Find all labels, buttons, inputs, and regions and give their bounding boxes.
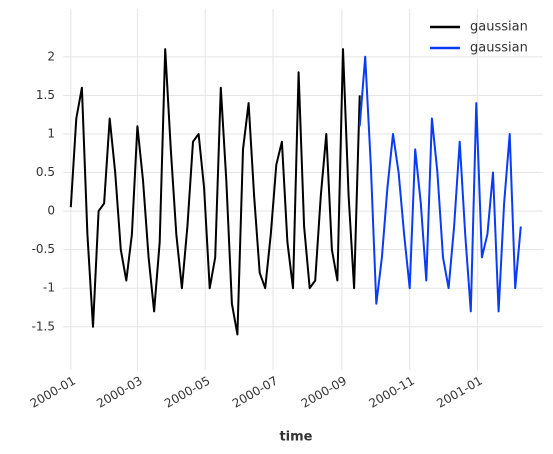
x-tick-label: 2000-09 <box>299 374 349 411</box>
y-tick-label: -1.5 <box>32 319 55 333</box>
x-tick-label: 2001-01 <box>434 374 484 411</box>
x-tick-label: 2000-11 <box>366 374 416 411</box>
x-tick-label: 2000-07 <box>230 374 280 411</box>
y-tick-label: -1 <box>43 281 55 295</box>
y-tick-label: 1 <box>47 126 55 140</box>
x-tick-label: 2000-03 <box>94 374 144 411</box>
data-line <box>358 55 522 313</box>
y-tick-label: -0.5 <box>32 242 55 256</box>
x-axis-label: time <box>279 430 312 445</box>
y-tick-label: 1.5 <box>36 88 55 102</box>
x-tick-label: 2000-01 <box>28 374 78 411</box>
x-tick-label: 2000-05 <box>162 374 212 411</box>
legend-label: gaussian <box>470 20 528 35</box>
legend-label: gaussian <box>470 41 528 56</box>
data-line <box>69 48 361 336</box>
y-tick-label: 0 <box>47 204 55 218</box>
y-tick-label: 2 <box>47 49 55 63</box>
y-tick-label: 0.5 <box>36 165 55 179</box>
